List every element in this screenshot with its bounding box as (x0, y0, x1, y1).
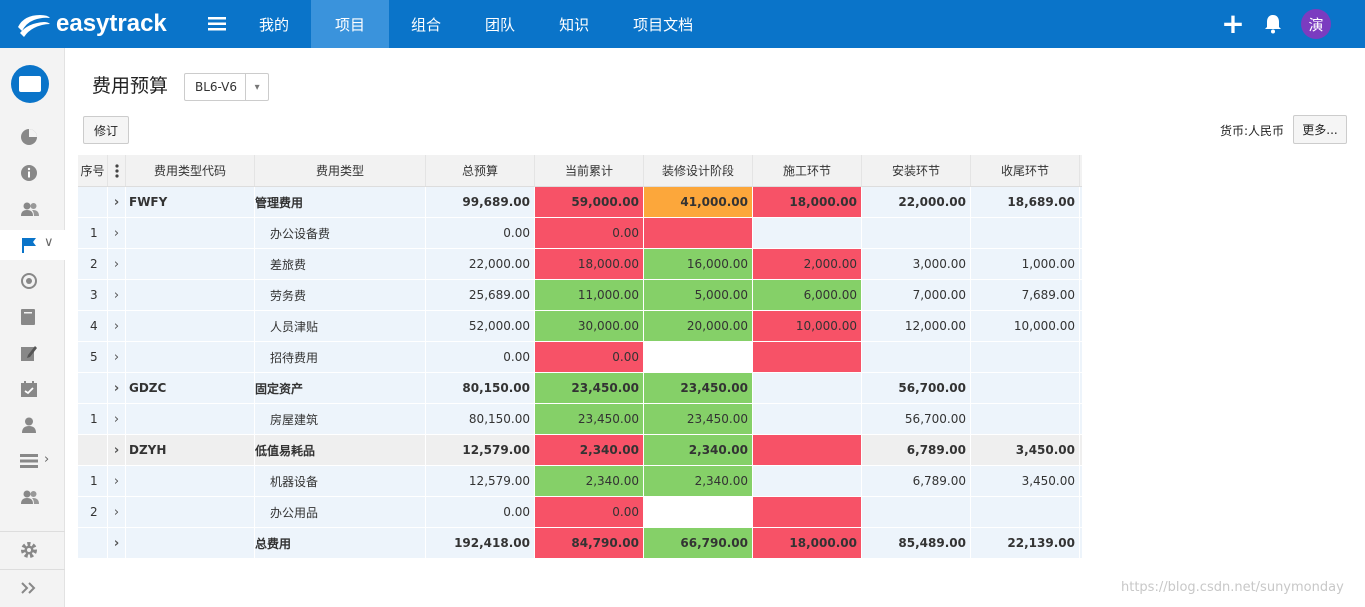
expand-chevron-icon[interactable]: › (108, 497, 126, 527)
easytrack-logo-icon (18, 15, 50, 37)
expand-chevron-icon[interactable]: › (108, 218, 126, 248)
sidebar-item-info[interactable] (0, 158, 65, 188)
col-header-code[interactable]: 费用类型代码 (126, 155, 255, 186)
col-header-no[interactable]: 序号 (78, 155, 108, 186)
sidebar-item-group[interactable] (0, 482, 65, 512)
more-button[interactable]: 更多... (1293, 115, 1347, 144)
chevron-down-icon: ▾ (245, 74, 268, 100)
nav-item-knowledge[interactable]: 知识 (559, 15, 590, 34)
gear-icon (21, 542, 37, 558)
top-actions: + 演 (1213, 0, 1365, 48)
nav-item-project-docs[interactable]: 项目文档 (633, 15, 694, 34)
sidebar-settings[interactable] (0, 531, 65, 568)
table-row[interactable]: › DZYH 低值易耗品 12,579.00 2,340.00 2,340.00… (78, 435, 1082, 466)
chevron-down-icon[interactable]: ∨ (44, 235, 54, 250)
table-row[interactable]: 1 › 机器设备 12,579.00 2,340.00 2,340.00 6,7… (78, 466, 1082, 497)
page-title: 费用预算 (92, 75, 169, 97)
sidebar: ∨ › (0, 48, 65, 607)
column-menu-icon[interactable] (108, 155, 126, 186)
table-row[interactable]: 1 › 办公设备费 0.00 0.00 (78, 218, 1082, 249)
version-select[interactable]: BL6-V6 ▾ (184, 73, 269, 101)
col-header-design[interactable]: 装修设计阶段 (644, 155, 753, 186)
sidebar-item-calendar[interactable] (0, 374, 65, 404)
sidebar-item-list[interactable]: › (0, 446, 65, 476)
expand-chevron-icon[interactable]: › (108, 373, 126, 403)
project-logo-icon[interactable] (11, 65, 49, 103)
users-icon (21, 202, 39, 216)
expand-chevron-icon[interactable]: › (108, 528, 126, 558)
table-row[interactable]: 5 › 招待费用 0.00 0.00 (78, 342, 1082, 373)
list-icon (20, 454, 38, 468)
top-bar: easytrack 我的 项目 组合 团队 知识 项目文档 + 演 (0, 0, 1365, 48)
nav-item-mine[interactable]: 我的 (259, 15, 290, 34)
col-header-install[interactable]: 安装环节 (862, 155, 971, 186)
sidebar-item-dashboard[interactable] (0, 122, 65, 152)
user-icon (22, 417, 36, 433)
sidebar-item-edit[interactable] (0, 338, 65, 368)
nav-item-portfolio[interactable]: 组合 (411, 15, 442, 34)
app-name: easytrack (56, 10, 167, 37)
table-row[interactable]: 1 › 房屋建筑 80,150.00 23,450.00 23,450.00 5… (78, 404, 1082, 435)
target-icon (21, 273, 37, 289)
info-icon (21, 165, 37, 181)
avatar[interactable]: 演 (1301, 9, 1331, 39)
col-header-total[interactable]: 总预算 (426, 155, 535, 186)
app-logo[interactable]: easytrack (0, 0, 200, 48)
expand-chevron-icon[interactable]: › (108, 466, 126, 496)
flag-icon (22, 238, 36, 253)
budget-table: 序号 费用类型代码 费用类型 总预算 当前累计 装修设计阶段 施工环节 安装环节… (78, 155, 1082, 559)
expand-chevron-icon[interactable]: › (108, 311, 126, 341)
add-icon[interactable]: + (1221, 7, 1245, 40)
expand-chevron-icon[interactable]: › (108, 280, 126, 310)
main-nav: 我的 项目 组合 团队 知识 项目文档 (237, 0, 715, 48)
sidebar-item-members[interactable] (0, 194, 65, 224)
expand-chevron-icon[interactable]: › (108, 187, 126, 217)
calendar-icon (21, 381, 37, 397)
currency-label: 货币:人民币 (1220, 124, 1285, 138)
watermark: https://blog.csdn.net/sunymonday (1121, 580, 1344, 595)
menu-toggle-icon[interactable] (197, 0, 237, 48)
edit-icon (21, 346, 37, 361)
book-icon (21, 309, 35, 325)
bell-icon[interactable] (1253, 0, 1293, 48)
table-row[interactable]: 2 › 差旅费 22,000.00 18,000.00 16,000.00 2,… (78, 249, 1082, 280)
table-row[interactable]: 2 › 办公用品 0.00 0.00 (78, 497, 1082, 528)
revise-button[interactable]: 修订 (83, 116, 129, 144)
nav-item-project[interactable]: 项目 (311, 0, 390, 48)
group-icon (21, 490, 39, 504)
table-row-total[interactable]: › 总费用 192,418.00 84,790.00 66,790.00 18,… (78, 528, 1082, 559)
col-header-finish[interactable]: 收尾环节 (971, 155, 1080, 186)
expand-chevron-icon[interactable]: › (108, 249, 126, 279)
expand-chevron-icon[interactable]: › (108, 342, 126, 372)
expand-chevron-icon[interactable]: › (108, 435, 126, 465)
sidebar-item-target[interactable] (0, 266, 65, 296)
col-header-type[interactable]: 费用类型 (255, 155, 426, 186)
version-select-value: BL6-V6 (195, 80, 238, 94)
double-chevron-right-icon (21, 582, 36, 594)
sidebar-expand[interactable] (0, 569, 65, 606)
table-row[interactable]: 4 › 人员津贴 52,000.00 30,000.00 20,000.00 1… (78, 311, 1082, 342)
col-header-current[interactable]: 当前累计 (535, 155, 644, 186)
table-row[interactable]: › GDZC 固定资产 80,150.00 23,450.00 23,450.0… (78, 373, 1082, 404)
table-row[interactable]: 3 › 劳务费 25,689.00 11,000.00 5,000.00 6,0… (78, 280, 1082, 311)
table-header: 序号 费用类型代码 费用类型 总预算 当前累计 装修设计阶段 施工环节 安装环节… (78, 155, 1082, 187)
table-row[interactable]: › FWFY 管理费用 99,689.00 59,000.00 41,000.0… (78, 187, 1082, 218)
nav-item-team[interactable]: 团队 (485, 15, 516, 34)
sidebar-item-book[interactable] (0, 302, 65, 332)
sidebar-item-milestones[interactable]: ∨ (0, 230, 65, 260)
chevron-right-icon[interactable]: › (44, 452, 50, 467)
pie-chart-icon (21, 129, 37, 145)
expand-chevron-icon[interactable]: › (108, 404, 126, 434)
sidebar-item-person[interactable] (0, 410, 65, 440)
col-header-construct[interactable]: 施工环节 (753, 155, 862, 186)
